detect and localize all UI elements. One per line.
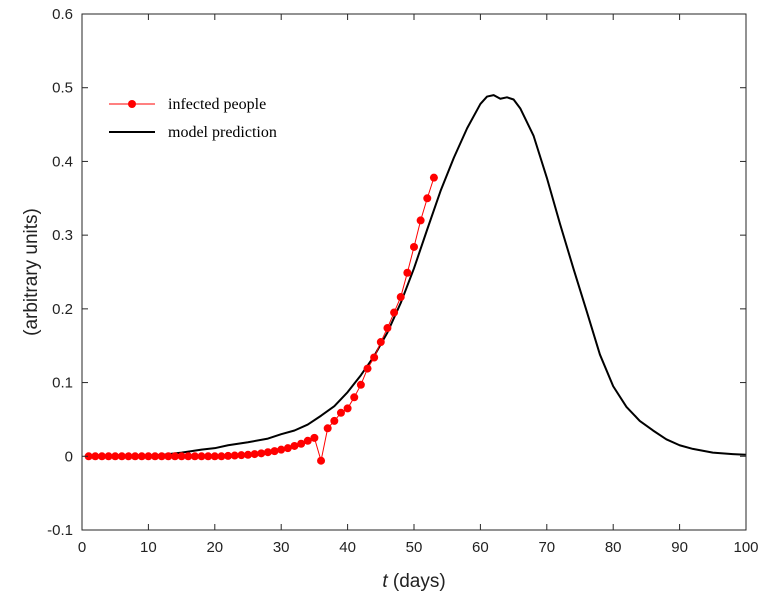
data-point-infected-people <box>376 338 385 347</box>
data-point-infected-people <box>317 456 326 465</box>
data-point-infected-people <box>429 173 438 182</box>
x-tick-label: 70 <box>538 539 555 556</box>
y-tick-label: 0.1 <box>52 375 73 392</box>
x-axis-unit: (days) <box>388 571 446 592</box>
data-point-infected-people <box>270 447 279 456</box>
data-point-infected-people <box>144 452 153 461</box>
data-point-infected-people <box>230 451 239 460</box>
data-point-infected-people <box>403 268 412 277</box>
data-point-infected-people <box>91 452 100 461</box>
data-point-infected-people <box>257 449 266 458</box>
series-layer <box>84 94 747 465</box>
data-point-infected-people <box>336 408 345 417</box>
plot-area <box>82 14 746 530</box>
series-line-model-prediction <box>88 94 747 458</box>
data-point-infected-people <box>237 451 246 460</box>
data-point-infected-people <box>177 452 186 461</box>
data-point-infected-people <box>410 242 418 251</box>
data-point-infected-people <box>396 293 405 302</box>
data-point-infected-people <box>303 436 312 445</box>
y-tick-label: -0.1 <box>47 522 73 539</box>
data-point-infected-people <box>263 448 272 457</box>
data-point-infected-people <box>217 452 226 461</box>
x-tick-label: 30 <box>273 539 290 556</box>
data-point-infected-people <box>224 451 233 460</box>
data-point-infected-people <box>277 445 286 454</box>
x-tick-label: 20 <box>206 539 223 556</box>
data-point-infected-people <box>290 441 299 450</box>
data-point-infected-people <box>117 452 126 461</box>
data-point-infected-people <box>283 444 292 453</box>
x-tick-label: 60 <box>472 539 489 556</box>
x-tick-label: 10 <box>140 539 157 556</box>
data-point-infected-people <box>390 308 399 317</box>
data-point-infected-people <box>84 452 93 461</box>
legend-marker-infected-people <box>128 100 136 108</box>
data-point-infected-people <box>170 452 179 461</box>
ticks-layer: 0 10 20 30 40 50 60 70 80 90 100 -0.1 0 0.1 0.2 0.3 0.4 0… <box>47 6 758 556</box>
x-tick-label: 80 <box>605 539 622 556</box>
data-point-infected-people <box>197 452 206 461</box>
data-point-infected-people <box>210 452 219 461</box>
y-tick-label: 0 <box>65 448 73 465</box>
legend-label-infected-people: infected people <box>168 96 266 113</box>
data-point-infected-people <box>164 452 173 461</box>
x-tick-label: 100 <box>733 539 758 556</box>
y-tick-label: 0.5 <box>52 80 73 97</box>
data-point-infected-people <box>330 416 339 425</box>
plot-frame <box>81 13 747 531</box>
data-point-infected-people <box>104 452 113 461</box>
data-point-infected-people <box>323 424 332 433</box>
data-point-infected-people <box>356 380 365 389</box>
data-point-infected-people <box>124 452 133 461</box>
legend: infected people model prediction <box>109 96 277 141</box>
data-point-infected-people <box>350 393 359 402</box>
x-tick-label: 50 <box>406 539 423 556</box>
data-point-infected-people <box>111 452 120 461</box>
data-point-infected-people <box>244 450 252 459</box>
data-point-infected-people <box>363 364 372 373</box>
data-point-infected-people <box>137 452 146 461</box>
data-point-infected-people <box>383 324 392 333</box>
x-tick-label: 90 <box>671 539 688 556</box>
data-point-infected-people <box>423 194 432 203</box>
data-point-infected-people <box>310 433 319 442</box>
x-axis-variable: t <box>382 571 388 592</box>
data-point-infected-people <box>416 216 425 225</box>
legend-label-model-prediction: model prediction <box>168 124 277 141</box>
data-point-infected-people <box>151 452 160 461</box>
data-point-infected-people <box>157 452 166 461</box>
data-point-infected-people <box>131 452 140 461</box>
data-point-infected-people <box>343 404 352 413</box>
x-axis-label: t (days) <box>382 571 445 592</box>
data-point-infected-people <box>204 452 213 461</box>
data-point-infected-people <box>184 452 193 461</box>
data-point-infected-people <box>250 450 259 459</box>
data-point-infected-people <box>97 452 106 461</box>
data-point-infected-people <box>190 452 199 461</box>
y-tick-label: 0.3 <box>52 227 73 244</box>
y-axis-label: (arbitrary units) <box>21 208 42 336</box>
data-point-infected-people <box>297 439 306 448</box>
x-tick-label: 40 <box>339 539 356 556</box>
y-tick-label: 0.4 <box>52 153 73 170</box>
y-tick-label: 0.2 <box>52 301 73 318</box>
y-tick-label: 0.6 <box>52 6 73 23</box>
x-tick-label: 0 <box>78 539 86 556</box>
data-point-infected-people <box>370 353 379 362</box>
